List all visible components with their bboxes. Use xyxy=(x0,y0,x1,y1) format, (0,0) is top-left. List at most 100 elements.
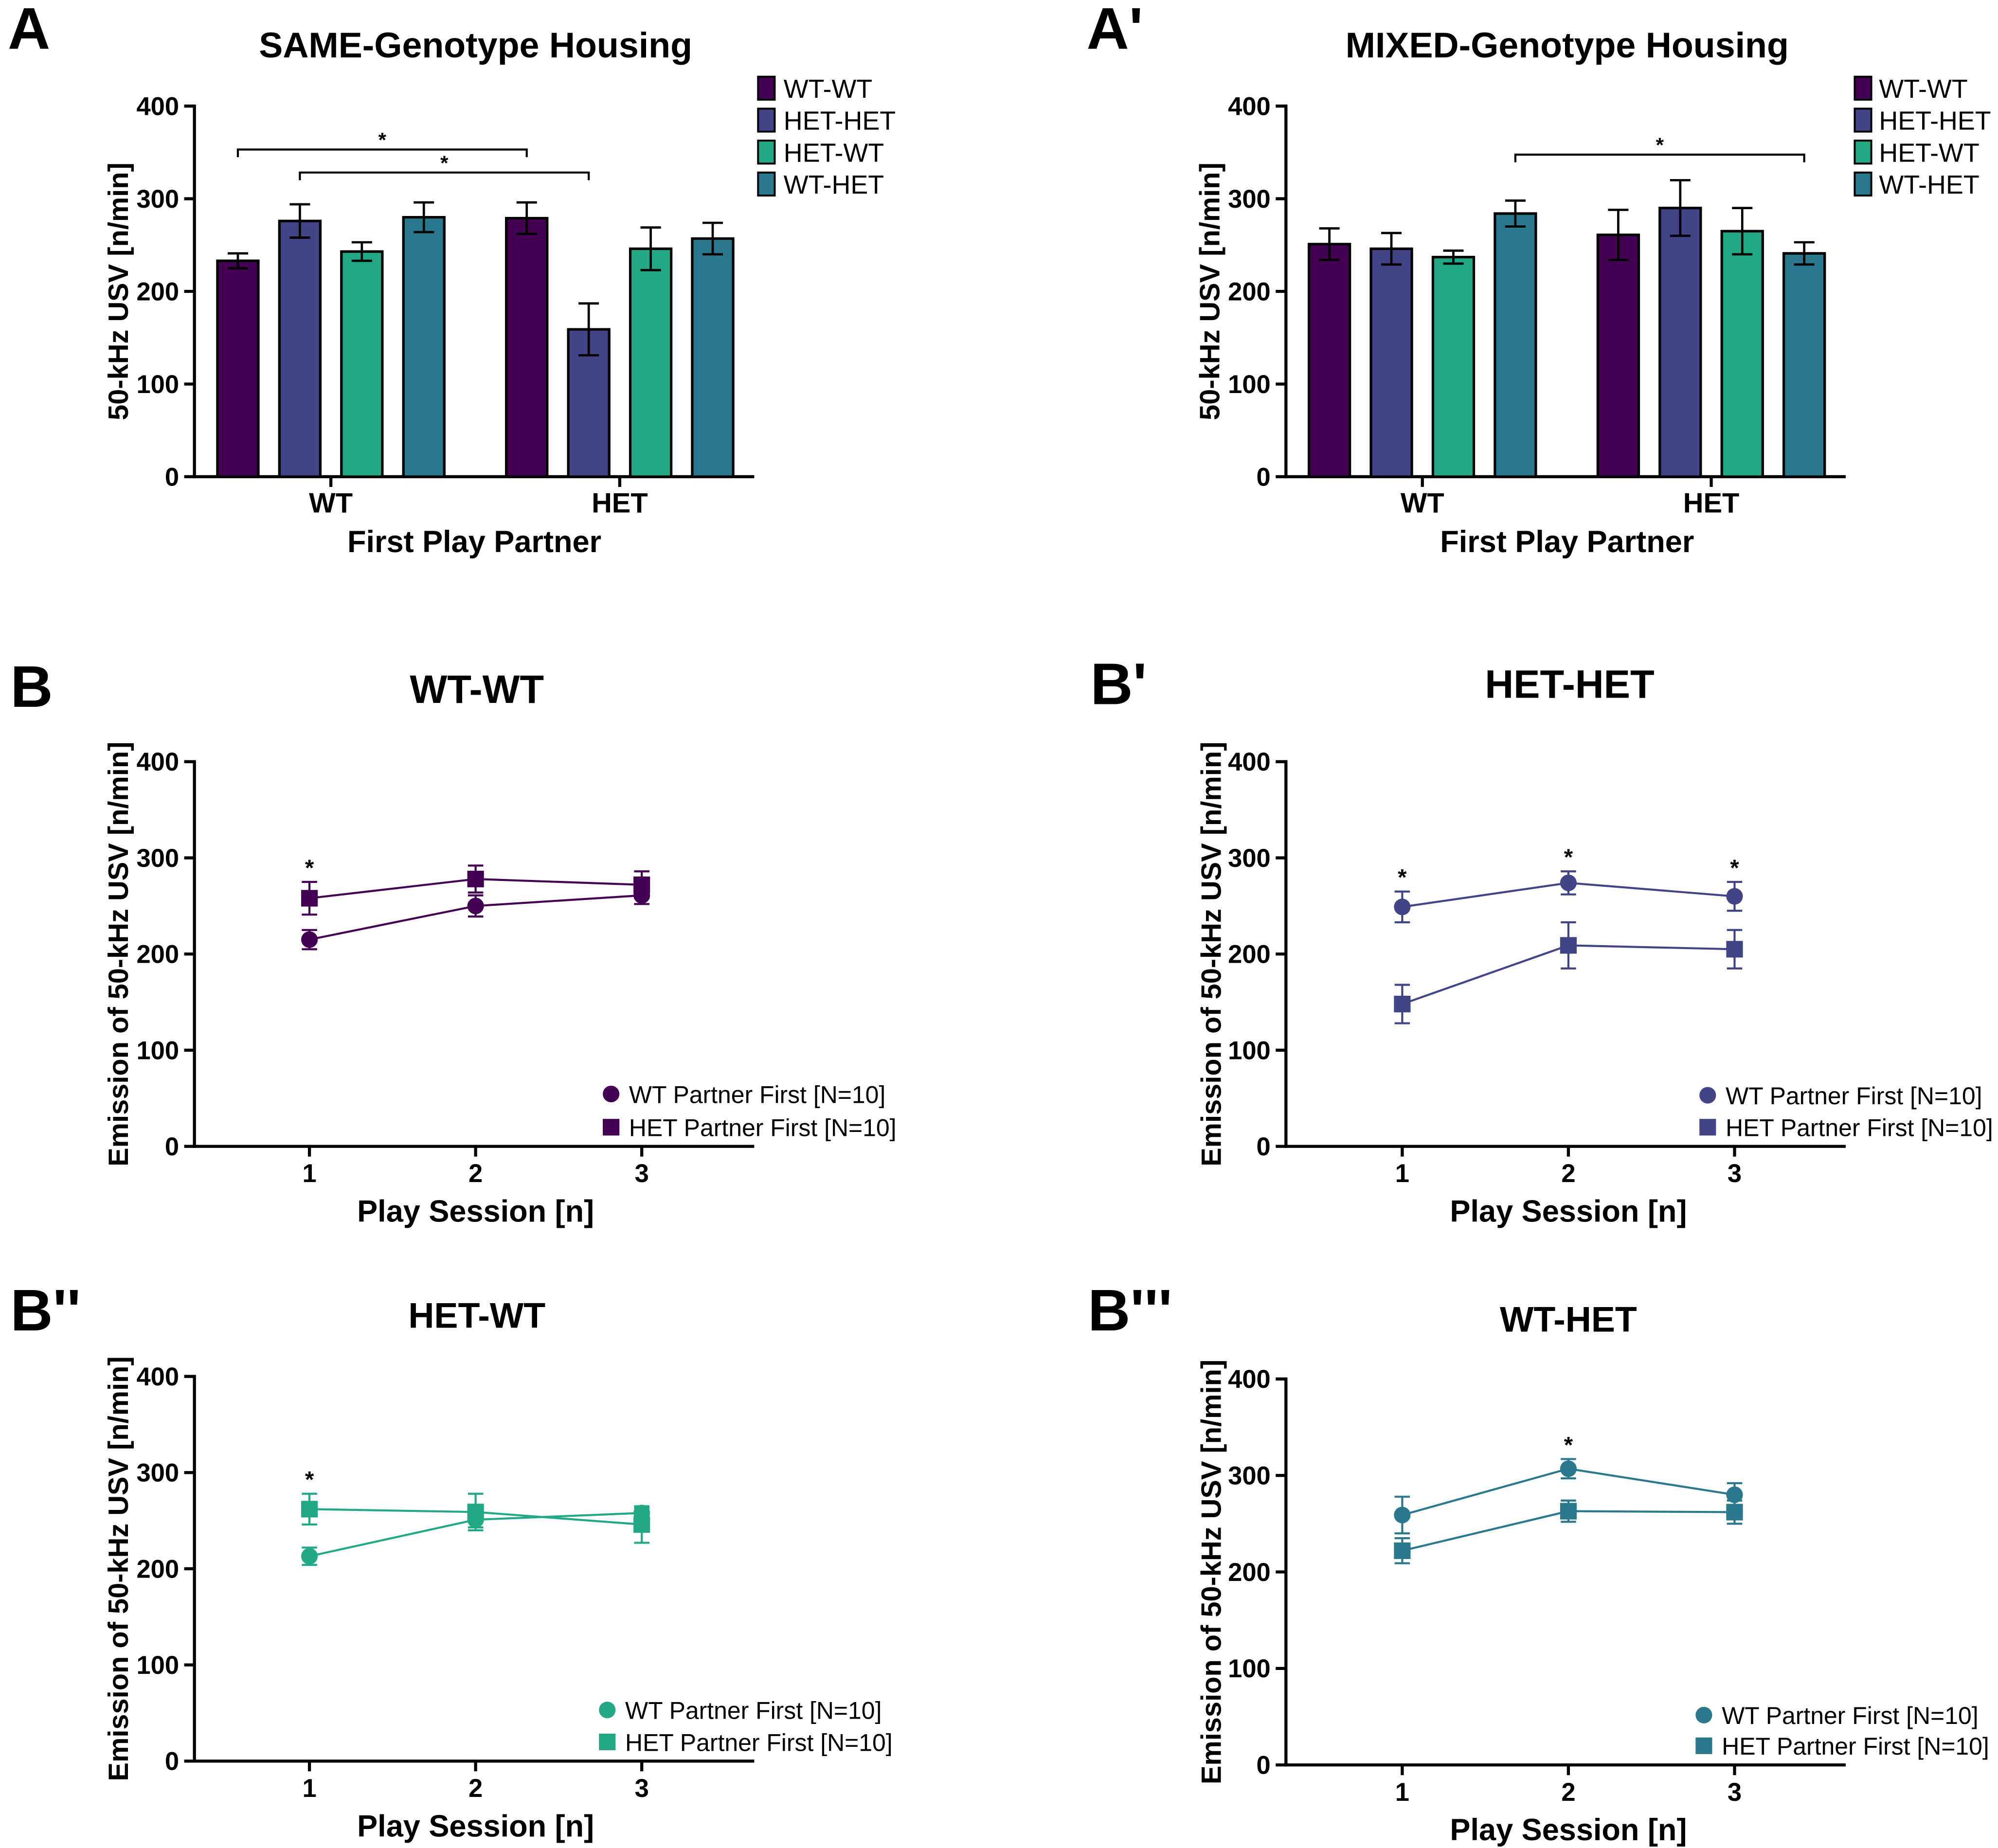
chart-title: MIXED-Genotype Housing xyxy=(1346,25,1789,65)
legend-label: HET Partner First [N=10] xyxy=(629,1114,897,1142)
error-bar xyxy=(516,201,537,235)
error-bar xyxy=(640,226,661,271)
y-tick-label: 300 xyxy=(1228,1462,1271,1490)
y-tick-label: 400 xyxy=(1228,748,1271,776)
y-tick-label: 0 xyxy=(165,463,179,491)
legend-circle-icon xyxy=(1699,1087,1716,1104)
bar-het-het-wt xyxy=(278,219,322,478)
y-tick-label: 200 xyxy=(1228,1558,1271,1587)
y-tick-label: 400 xyxy=(136,1363,179,1391)
significance-marker: * xyxy=(1564,844,1573,870)
legend-label: HET-WT xyxy=(1879,138,1979,167)
legend-circle-icon xyxy=(603,1085,620,1103)
series xyxy=(301,1492,650,1566)
bar-wt-wt-wt xyxy=(216,259,260,478)
x-tick-label: WT xyxy=(1401,488,1444,519)
legend-item: HET Partner First [N=10] xyxy=(1699,1114,1993,1142)
chart-title: HET-HET xyxy=(1485,662,1654,706)
significance-marker: * xyxy=(440,151,449,174)
axes xyxy=(184,760,755,1157)
legend-swatch xyxy=(1854,108,1872,133)
legend-item: WT-WT xyxy=(1854,74,1968,104)
chart-title: WT-WT xyxy=(410,667,544,712)
x-tick-label: 3 xyxy=(1728,1778,1742,1807)
legend-label: HET Partner First [N=10] xyxy=(1722,1733,1989,1760)
legend: WT Partner First [N=10] HET Partner First… xyxy=(1699,1082,1993,1142)
chart-title: WT-HET xyxy=(1500,1299,1637,1340)
legend-label: HET-HET xyxy=(784,107,896,136)
y-tick-label: 0 xyxy=(1257,463,1271,491)
x-tick-label: 1 xyxy=(302,1159,316,1188)
panel-label: A' xyxy=(1086,0,1143,61)
data-point-square xyxy=(1560,1503,1577,1520)
panel-same-genotype-housing: A SAME-Genotype Housing 0 100 200 300 400 50-kH… xyxy=(8,0,896,559)
y-tick-label: 200 xyxy=(136,940,179,969)
bar-het-wt-het xyxy=(1720,230,1764,478)
significance-marker: * xyxy=(1564,1432,1573,1458)
panel-label: B''' xyxy=(1088,1277,1172,1343)
axes xyxy=(1276,760,1846,1157)
legend-item: HET-HET xyxy=(757,107,896,136)
significance-marker: * xyxy=(1398,865,1407,891)
data-point-square xyxy=(301,1501,318,1518)
x-tick-label: 3 xyxy=(635,1159,649,1188)
error-bar xyxy=(1319,227,1340,261)
x-axis-title: First Play Partner xyxy=(347,525,601,559)
legend-label: WT-HET xyxy=(784,170,884,199)
panel-label: A xyxy=(8,0,50,61)
legend-item: HET Partner First [N=10] xyxy=(603,1114,897,1142)
legend-circle-icon xyxy=(599,1702,616,1719)
y-tick-label: 200 xyxy=(1228,940,1271,969)
x-tick-label: HET xyxy=(1683,488,1740,519)
error-bar xyxy=(1608,209,1629,261)
series xyxy=(1394,1458,1743,1564)
legend-item: WT Partner First [N=10] xyxy=(603,1081,885,1108)
significance-bracket xyxy=(1514,153,1805,162)
legend-square-icon xyxy=(603,1119,620,1136)
y-tick-label: 0 xyxy=(165,1747,179,1776)
legend-label: WT Partner First [N=10] xyxy=(1722,1702,1978,1729)
panel-label: B' xyxy=(1090,651,1147,717)
legend: WT Partner First [N=10] HET Partner First… xyxy=(603,1081,897,1142)
legend-item: WT Partner First [N=10] xyxy=(599,1697,882,1724)
x-tick-label: 1 xyxy=(302,1774,316,1803)
y-tick-label: 200 xyxy=(1228,277,1271,306)
y-axis-title: 50-kHz USV [n/min] xyxy=(103,162,134,420)
error-bar xyxy=(351,241,372,262)
data-point-circle xyxy=(301,1548,318,1565)
legend-square-icon xyxy=(1699,1119,1716,1136)
y-axis-title: Emission of 50-kHz USV [n/min] xyxy=(1196,742,1227,1166)
data-point-circle xyxy=(301,931,318,948)
x-axis-title: Play Session [n] xyxy=(357,1809,594,1843)
x-tick-label: 1 xyxy=(1395,1778,1409,1807)
y-tick-label: 300 xyxy=(1228,844,1271,873)
bar-wt-het-wt xyxy=(402,216,446,478)
significance-bracket xyxy=(236,148,528,158)
legend-item: HET-HET xyxy=(1854,107,1991,136)
y-tick-label: 0 xyxy=(1257,1751,1271,1780)
y-tick-label: 100 xyxy=(136,370,179,399)
chart-title: HET-WT xyxy=(408,1295,545,1336)
y-tick-label: 100 xyxy=(136,1651,179,1680)
x-tick-label: WT xyxy=(309,488,353,519)
error-bar xyxy=(1443,249,1464,265)
error-bar xyxy=(289,203,310,239)
y-tick-label: 300 xyxy=(136,185,179,214)
data-point-square xyxy=(1560,937,1577,954)
legend-label: HET-HET xyxy=(1879,107,1991,136)
legend-swatch xyxy=(1854,140,1872,165)
error-bar xyxy=(1794,241,1815,266)
y-axis-title: Emission of 50-kHz USV [n/min] xyxy=(1196,1360,1227,1784)
legend-label: WT Partner First [N=10] xyxy=(629,1081,885,1108)
legend-square-icon xyxy=(599,1733,616,1751)
legend-label: WT-HET xyxy=(1879,170,1979,199)
data-point-circle xyxy=(1394,1507,1411,1524)
data-point-square xyxy=(1726,941,1743,958)
legend-label: HET-WT xyxy=(784,138,884,167)
error-bar xyxy=(1381,232,1402,266)
legend-item: WT-HET xyxy=(1854,170,1980,199)
y-tick-label: 100 xyxy=(1228,1654,1271,1683)
y-axis-title: Emission of 50-kHz USV [n/min] xyxy=(103,742,134,1166)
